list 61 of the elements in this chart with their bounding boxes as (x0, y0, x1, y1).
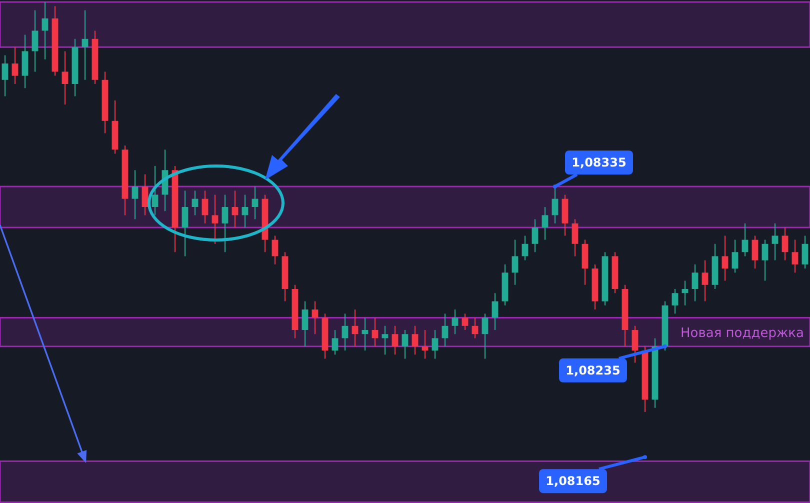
candlestick (332, 330, 338, 356)
candlestick (682, 280, 688, 306)
candlestick (432, 330, 438, 360)
candlestick (62, 50, 68, 105)
candlestick (152, 166, 158, 216)
candlestick (702, 260, 708, 302)
candlestick (142, 174, 148, 216)
candlestick (202, 190, 208, 224)
candlestick (492, 292, 498, 330)
candlestick (352, 309, 358, 347)
candlestick (12, 46, 18, 84)
candlestick (422, 330, 428, 360)
candlestick (442, 313, 448, 347)
annotation: 1,08235 (566, 363, 620, 378)
candlestick (82, 10, 88, 80)
candlestick (302, 300, 308, 347)
candlestick (722, 235, 728, 282)
candlestick (32, 10, 38, 72)
candlestick (342, 313, 348, 351)
candlestick (522, 235, 528, 261)
candlestick (42, 2, 48, 60)
candlestick (2, 54, 8, 97)
candlestick (372, 317, 378, 347)
candlestick (632, 325, 638, 364)
candlestick (542, 206, 548, 240)
candlestick (272, 235, 278, 265)
candlestick (752, 235, 758, 269)
candlestick (462, 313, 468, 330)
candlestick (762, 239, 768, 282)
candlestick (222, 194, 228, 253)
annotation: 1,08165 (546, 474, 600, 488)
candlestick (412, 325, 418, 356)
candlestick (382, 325, 388, 356)
candlestick (692, 264, 698, 302)
candlestick (732, 239, 738, 274)
candlestick (132, 170, 138, 220)
candlestick (782, 227, 788, 261)
candlestick (232, 190, 238, 228)
candlestick (552, 186, 558, 224)
candlestick (742, 222, 748, 257)
candlestick (212, 194, 218, 244)
band-label: Новая поддержка (680, 326, 804, 342)
candlestick (672, 288, 678, 314)
candlestick (312, 300, 318, 335)
candlestick (802, 235, 808, 269)
candlestick (472, 317, 478, 339)
candlestick (482, 313, 488, 360)
candlestick (242, 194, 248, 228)
candlestick (182, 190, 188, 257)
candlestick (252, 186, 258, 220)
candlestick (532, 218, 538, 253)
candlestick (512, 239, 518, 286)
candlestick (792, 239, 798, 274)
candlestick (402, 330, 408, 360)
candlestick (772, 222, 778, 261)
candlestick (452, 309, 458, 335)
candlestick (392, 325, 398, 356)
candlestick (362, 317, 368, 351)
candlestick (572, 218, 578, 257)
candlestick (192, 190, 198, 216)
annotation: 1,08335 (572, 156, 626, 170)
